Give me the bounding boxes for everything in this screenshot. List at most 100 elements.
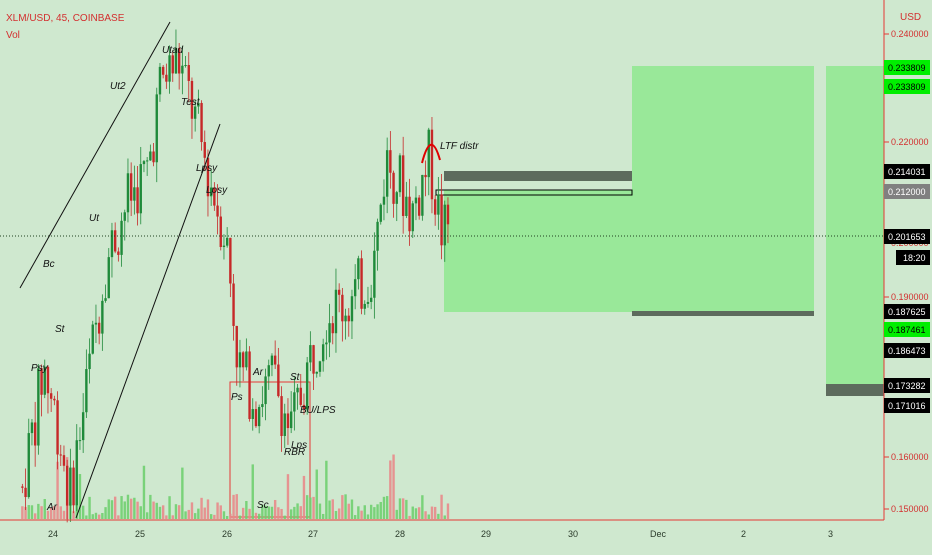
volume-bar [408,515,411,519]
candle-body [104,298,107,301]
candle-body [62,455,66,466]
trendline-lower[interactable] [75,123,221,519]
volume-bar [312,496,315,519]
price-badge-stop-b[interactable]: 0.187461 [884,322,930,337]
candle-body [405,196,408,216]
candle-body [181,65,184,74]
candle-body [158,66,162,95]
candle-body [152,151,155,163]
candle-body [187,65,190,81]
candle-body [117,251,120,255]
price-badge-text: 0.212000 [888,187,926,197]
label-bu-lps: BU/LPS [300,405,336,416]
candle-body [302,404,306,410]
volume-bar [229,513,232,519]
price-badge-tp-top-a[interactable]: 0.233809 [884,60,930,75]
volume-bar [321,513,325,519]
candle-body [213,187,216,206]
volume-bar [37,503,40,519]
volume-bar [49,507,53,519]
price-badge-level-d[interactable]: 0.173282 [884,378,930,393]
volume-bar [152,501,155,519]
price-badge-level-c[interactable]: 0.186473 [884,343,930,358]
volume-bar [254,512,258,519]
volume-bar [241,507,245,519]
candle-body [27,433,30,498]
candle-body [209,187,213,197]
volume-bar [107,499,110,519]
price-badge-countdown[interactable]: 18:20 [896,250,930,265]
time-tick: 29 [481,529,491,539]
candle-body [126,173,130,213]
time-tick: 28 [395,529,405,539]
volume-bar [184,511,187,519]
candle-body [219,216,222,247]
zone-target-2[interactable] [826,66,884,386]
volume-bar [133,497,136,519]
wyckoff-range-box[interactable] [229,381,311,518]
volume-bar [417,507,421,519]
volume-bar [136,501,139,519]
candle-body [46,366,50,394]
zone-target-1[interactable] [632,66,814,312]
candle-body [232,283,235,326]
time-tick: 2 [741,529,746,539]
time-tick: 26 [222,529,232,539]
volume-bar [369,504,373,519]
volume-bar [245,501,248,519]
candle-body [161,66,165,75]
volume-bar [168,496,171,519]
candle-body [357,258,360,280]
label-psy: Psy [31,363,49,374]
volume-bar [325,460,328,519]
price-badge-tp-top-b[interactable]: 0.233809 [884,79,930,94]
candle-body [321,344,325,362]
candle-body [155,94,158,163]
price-badge-entry[interactable]: 0.212000 [884,184,930,199]
price-badge-text: 0.233809 [888,82,926,92]
price-badge-text: 0.187461 [888,325,926,335]
price-badge-last-price[interactable]: 0.201653 [884,229,930,244]
volume-bar [94,512,98,519]
candle-body [165,74,168,82]
volume-bar [81,505,85,519]
candle-body [123,212,126,221]
time-tick: 30 [568,529,578,539]
candles [21,29,450,523]
candle-body [421,174,424,216]
price-badge-stop-a[interactable]: 0.187625 [884,304,930,319]
volume-bar [440,494,443,519]
volume-bar [350,499,354,519]
zone-distribution-top[interactable] [444,171,632,181]
time-tick: 3 [828,529,833,539]
zone-stop-1[interactable] [632,311,814,316]
volume-bar [161,505,165,519]
volume-bar [341,495,344,519]
trendline-upper[interactable] [19,21,171,289]
volume-bar [123,501,126,519]
zone-stop-2[interactable] [826,384,884,396]
price-badge-text: 0.214031 [888,167,926,177]
price-badge-zone-top[interactable]: 0.214031 [884,164,930,179]
volume-bar [21,506,24,519]
candle-body [257,407,261,427]
candle-body [315,371,318,374]
candle-body [216,205,219,217]
label-ar-1: Ar [46,502,58,513]
candle-body [110,230,114,258]
price-badge-level-e[interactable]: 0.171016 [884,398,930,413]
chart-title: XLM/USD, 45, COINBASE [6,13,125,24]
volume-bar [328,500,331,519]
volume-bar [104,507,107,519]
candle-body [81,412,85,441]
candle-body [363,303,366,309]
candle-body [286,413,290,429]
candle-body [101,300,104,334]
volume-bar [334,510,338,519]
candle-body [270,355,274,366]
zone-entry-line[interactable] [435,189,633,196]
price-tick: 0.160000 [891,452,929,462]
volume-bar [302,475,306,519]
zone-long-entry[interactable] [444,190,632,312]
